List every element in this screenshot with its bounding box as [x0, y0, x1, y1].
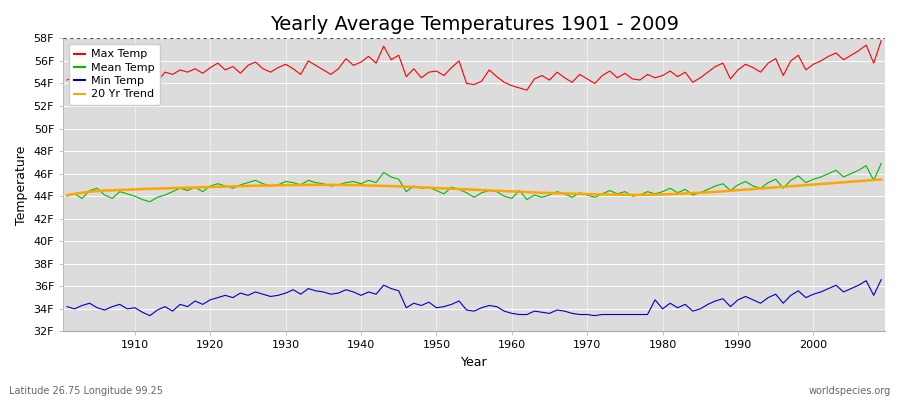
X-axis label: Year: Year [461, 356, 488, 369]
Text: worldspecies.org: worldspecies.org [809, 386, 891, 396]
Y-axis label: Temperature: Temperature [15, 145, 28, 224]
Legend: Max Temp, Mean Temp, Min Temp, 20 Yr Trend: Max Temp, Mean Temp, Min Temp, 20 Yr Tre… [68, 44, 160, 105]
Text: Latitude 26.75 Longitude 99.25: Latitude 26.75 Longitude 99.25 [9, 386, 163, 396]
Title: Yearly Average Temperatures 1901 - 2009: Yearly Average Temperatures 1901 - 2009 [270, 15, 679, 34]
